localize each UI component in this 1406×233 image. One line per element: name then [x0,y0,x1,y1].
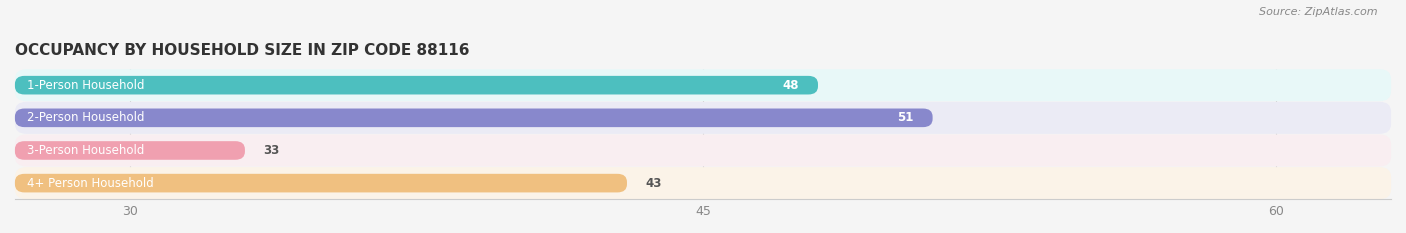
Text: 48: 48 [782,79,799,92]
FancyBboxPatch shape [15,141,245,160]
Text: Source: ZipAtlas.com: Source: ZipAtlas.com [1260,7,1378,17]
Text: 43: 43 [645,177,662,190]
Text: 1-Person Household: 1-Person Household [27,79,145,92]
FancyBboxPatch shape [15,167,1391,199]
Text: 33: 33 [264,144,280,157]
Text: 3-Person Household: 3-Person Household [27,144,145,157]
FancyBboxPatch shape [15,174,627,192]
Text: 51: 51 [897,111,912,124]
FancyBboxPatch shape [15,102,1391,134]
FancyBboxPatch shape [15,69,1391,101]
Text: 2-Person Household: 2-Person Household [27,111,145,124]
FancyBboxPatch shape [15,134,1391,166]
FancyBboxPatch shape [15,109,932,127]
FancyBboxPatch shape [15,76,818,94]
Text: OCCUPANCY BY HOUSEHOLD SIZE IN ZIP CODE 88116: OCCUPANCY BY HOUSEHOLD SIZE IN ZIP CODE … [15,43,470,58]
Text: 4+ Person Household: 4+ Person Household [27,177,153,190]
